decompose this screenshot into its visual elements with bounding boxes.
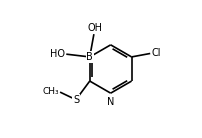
Text: S: S — [73, 95, 79, 105]
Text: HO: HO — [50, 49, 65, 59]
Text: Cl: Cl — [152, 48, 161, 58]
Text: CH₃: CH₃ — [42, 87, 59, 96]
Text: OH: OH — [87, 23, 102, 33]
Text: B: B — [86, 52, 93, 62]
Text: N: N — [107, 97, 114, 107]
